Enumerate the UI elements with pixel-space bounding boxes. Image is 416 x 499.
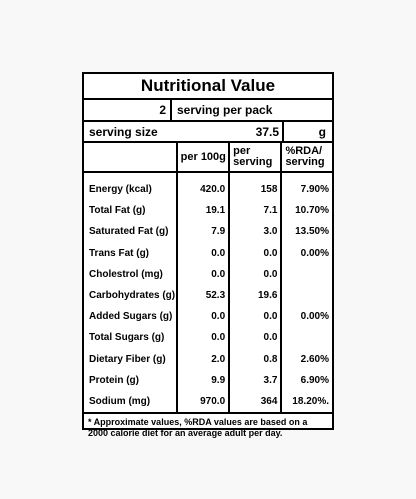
nutrient-name: Cholestrol (mg) xyxy=(89,268,163,280)
nutrient-name: Total Sugars (g) xyxy=(89,332,165,344)
per-100g-value: 970.0 xyxy=(175,390,230,413)
per-serving-value: 0.0 xyxy=(228,242,282,264)
nutrient-name: Carbohydrates (g) xyxy=(89,290,176,302)
serving-size-unit: g xyxy=(318,124,326,139)
per-100g-value: 52.3 xyxy=(175,284,230,307)
rda-value: 18.20%. xyxy=(280,390,332,413)
nutrient-name: Energy (kcal) xyxy=(89,184,152,196)
header-rda: %RDA/ serving xyxy=(280,143,332,173)
table-row: Protein (g) 9.9 3.7 6.90% xyxy=(84,369,332,391)
nutrient-name: Saturated Fat (g) xyxy=(89,226,169,238)
rda-value: 7.90% xyxy=(280,172,332,201)
rda-value: 0.00% xyxy=(280,306,332,328)
per-100g-value: 420.0 xyxy=(175,172,230,201)
table-row: Total Fat (g) 19.1 7.1 10.70% xyxy=(84,200,332,222)
header-nutrient xyxy=(84,143,177,173)
serving-size-label: serving size xyxy=(89,124,158,139)
rda-value xyxy=(280,263,332,285)
per-100g-value: 2.0 xyxy=(175,348,230,370)
per-100g-value: 19.1 xyxy=(175,200,230,222)
nutrient-name: Dietary Fiber (g) xyxy=(89,353,166,365)
nutrient-rows: Energy (kcal) 420.0 158 7.90% Total Fat (g) 1… xyxy=(84,172,332,413)
per-serving-value: 3.7 xyxy=(228,369,282,391)
per-100g-value: 0.0 xyxy=(175,327,230,349)
table-row: Sodium (mg) 970.0 364 18.20%. xyxy=(84,390,332,413)
table-row: Trans Fat (g) 0.0 0.0 0.00% xyxy=(84,242,332,264)
table-row: Saturated Fat (g) 7.9 3.0 13.50% xyxy=(84,221,332,243)
per-serving-value: 19.6 xyxy=(228,284,282,307)
table-row: Total Sugars (g) 0.0 0.0 xyxy=(84,327,332,349)
table-row: Cholestrol (mg) 0.0 0.0 xyxy=(84,263,332,285)
header-per-serving: per serving xyxy=(228,143,282,173)
per-100g-value: 0.0 xyxy=(175,242,230,264)
per-serving-value: 7.1 xyxy=(228,200,282,222)
per-serving-value: 364 xyxy=(228,390,282,413)
nutrient-name: Added Sugars (g) xyxy=(89,311,173,323)
per-serving-value: 0.0 xyxy=(228,306,282,328)
nutrient-name: Trans Fat (g) xyxy=(89,247,150,259)
table-row: Energy (kcal) 420.0 158 7.90% xyxy=(84,172,332,201)
per-serving-value: 3.0 xyxy=(228,221,282,243)
rda-value: 10.70% xyxy=(280,200,332,222)
serving-size-value: 37.5 xyxy=(234,122,284,141)
rda-value: 13.50% xyxy=(280,221,332,243)
footnote: * Approximate values, %RDA values are ba… xyxy=(84,412,332,442)
per-100g-value: 7.9 xyxy=(175,221,230,243)
table-header-row: per 100g per serving %RDA/ serving xyxy=(84,143,332,173)
header-per-100g: per 100g xyxy=(175,143,230,173)
serving-size-row: serving size 37.5 g xyxy=(84,122,332,143)
rda-value: 6.90% xyxy=(280,369,332,391)
servings-label: serving per pack xyxy=(177,103,273,117)
nutrient-table: per 100g per serving %RDA/ serving Energ… xyxy=(84,143,332,413)
rda-value: 0.00% xyxy=(280,242,332,264)
table-row: Added Sugars (g) 0.0 0.0 0.00% xyxy=(84,306,332,328)
nutrient-name: Sodium (mg) xyxy=(89,395,151,407)
table-row: Dietary Fiber (g) 2.0 0.8 2.60% xyxy=(84,348,332,370)
per-serving-value: 0.0 xyxy=(228,263,282,285)
per-100g-value: 0.0 xyxy=(175,263,230,285)
rda-value: 2.60% xyxy=(280,348,332,370)
rda-value xyxy=(280,327,332,349)
per-serving-value: 0.8 xyxy=(228,348,282,370)
servings-count: 2 xyxy=(84,100,172,120)
per-serving-value: 0.0 xyxy=(228,327,282,349)
nutrition-label: Nutritional Value 2 serving per pack ser… xyxy=(82,72,334,438)
per-serving-value: 158 xyxy=(228,172,282,201)
rda-value xyxy=(280,284,332,307)
per-100g-value: 9.9 xyxy=(175,369,230,391)
nutrient-name: Protein (g) xyxy=(89,374,139,386)
label-title: Nutritional Value xyxy=(84,74,332,100)
nutrient-name: Total Fat (g) xyxy=(89,205,146,217)
per-100g-value: 0.0 xyxy=(175,306,230,328)
servings-per-pack-row: 2 serving per pack xyxy=(84,100,332,122)
table-row: Carbohydrates (g) 52.3 19.6 xyxy=(84,284,332,307)
